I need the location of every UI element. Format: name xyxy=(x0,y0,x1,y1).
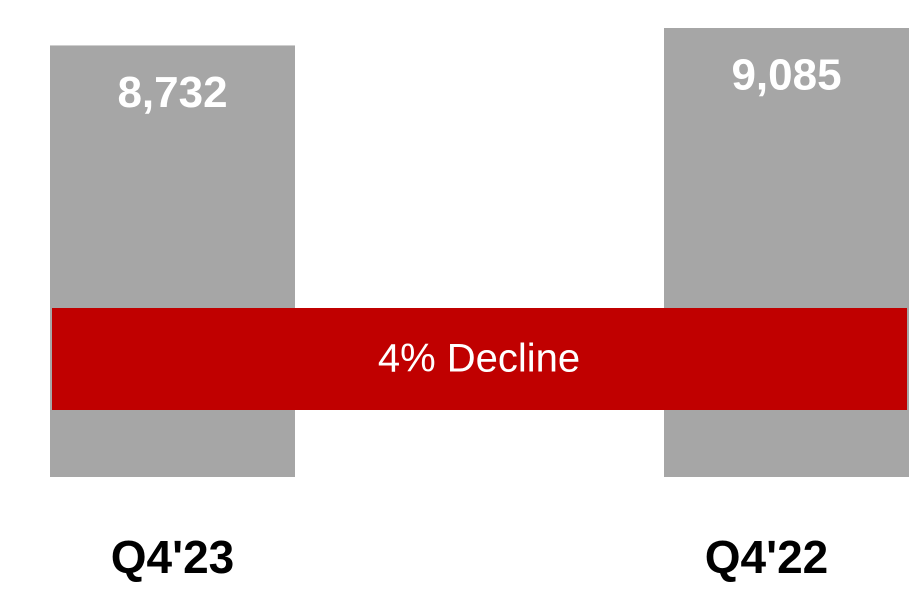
value-label: 9,085 xyxy=(731,51,841,100)
annotation-band xyxy=(52,308,907,410)
x-tick-label: Q4'23 xyxy=(111,531,234,583)
value-label: 8,732 xyxy=(117,68,227,117)
annotation: 4% Decline xyxy=(378,337,580,381)
x-tick-label: Q4'22 xyxy=(705,531,828,583)
